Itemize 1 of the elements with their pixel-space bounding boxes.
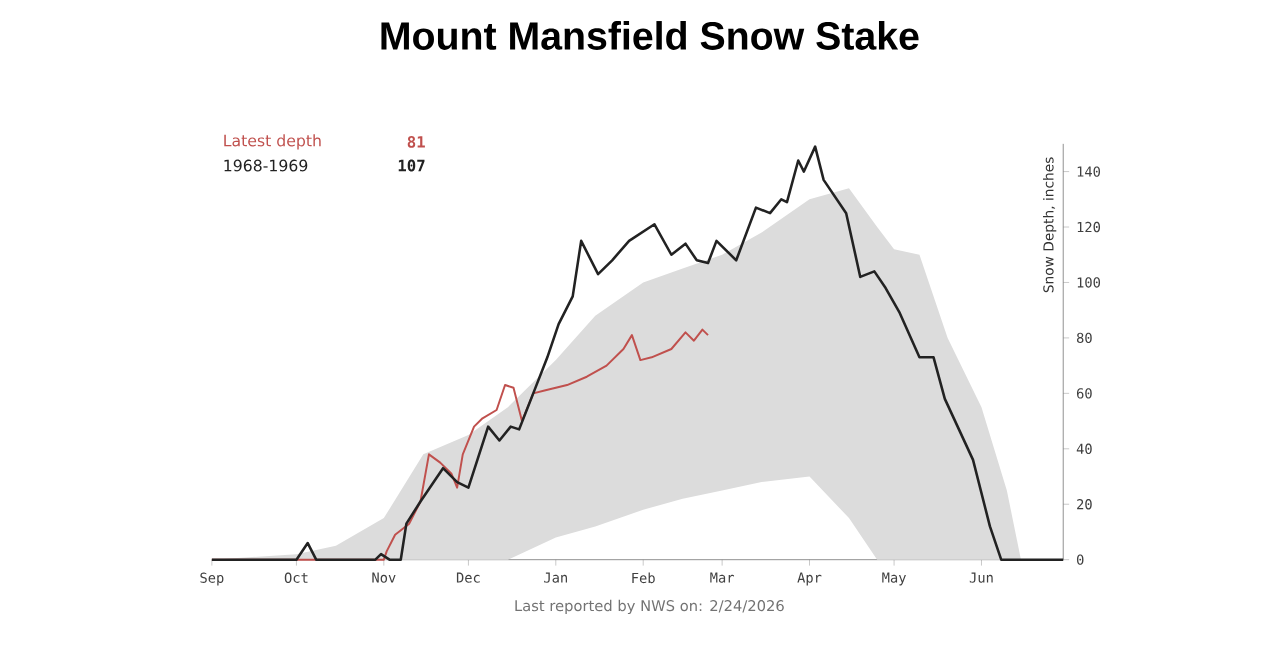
chart-title: Mount Mansfield Snow Stake bbox=[381, 20, 919, 50]
